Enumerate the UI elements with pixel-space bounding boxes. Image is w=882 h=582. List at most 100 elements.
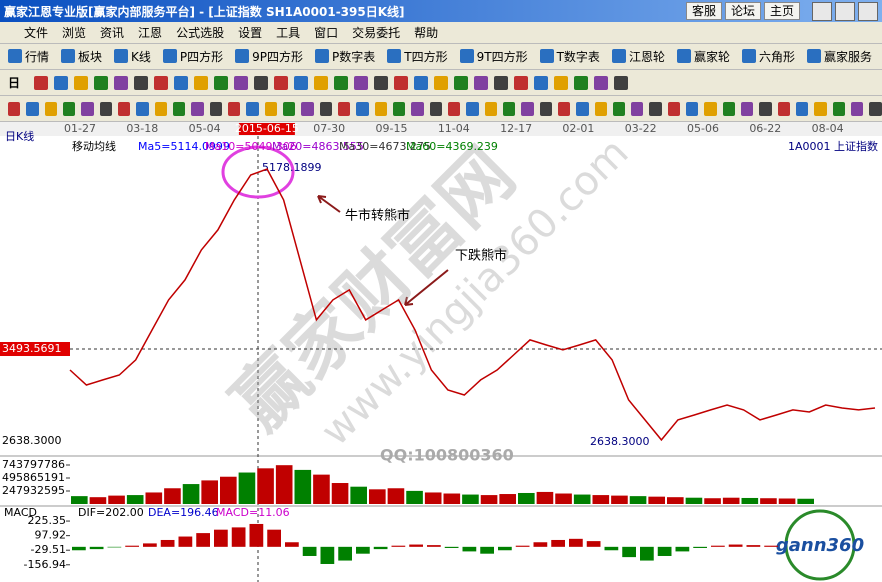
- tool-icon[interactable]: [319, 101, 332, 116]
- toolbar-button[interactable]: 9P四方形: [235, 48, 303, 65]
- tool-icon[interactable]: [777, 101, 791, 116]
- tool-icon[interactable]: [227, 101, 241, 116]
- tool-icon[interactable]: [172, 101, 186, 116]
- tool-icon[interactable]: [521, 101, 534, 116]
- tool-icon[interactable]: [81, 101, 94, 116]
- tool-icon[interactable]: [494, 75, 509, 90]
- toolbar-button[interactable]: P数字表: [315, 48, 375, 65]
- tool-icon[interactable]: [514, 75, 529, 90]
- tool-icon[interactable]: [534, 75, 549, 90]
- tool-icon[interactable]: [356, 101, 369, 116]
- tool-icon[interactable]: [246, 101, 259, 116]
- tool-icon[interactable]: [434, 75, 449, 90]
- tool-icon[interactable]: [334, 75, 349, 90]
- top-button[interactable]: 论坛: [724, 2, 761, 20]
- tool-icon[interactable]: [741, 101, 754, 116]
- tool-icon[interactable]: [612, 101, 626, 116]
- tool-icon[interactable]: [214, 75, 229, 90]
- tool-icon[interactable]: [667, 101, 681, 116]
- tool-icon[interactable]: [62, 101, 76, 116]
- menu-item[interactable]: 窗口: [314, 26, 339, 40]
- tool-icon[interactable]: [631, 101, 644, 116]
- tool-icon[interactable]: [274, 75, 289, 90]
- top-button[interactable]: 主页: [763, 2, 800, 20]
- tool-icon[interactable]: [254, 75, 269, 90]
- tool-icon[interactable]: [411, 101, 424, 116]
- tool-icon[interactable]: [282, 101, 296, 116]
- tool-icon[interactable]: [539, 101, 552, 116]
- tool-icon[interactable]: [354, 75, 369, 90]
- toolbar-button[interactable]: 9T四方形: [460, 48, 528, 65]
- tool-icon[interactable]: [26, 101, 39, 116]
- tool-icon[interactable]: [374, 101, 387, 116]
- close[interactable]: [858, 2, 878, 21]
- menu-item[interactable]: 公式选股: [176, 26, 225, 40]
- tool-icon[interactable]: [234, 75, 249, 90]
- tool-icon[interactable]: [466, 101, 479, 116]
- tool-icon[interactable]: [474, 75, 489, 90]
- tool-icon[interactable]: [594, 101, 607, 116]
- tool-icon[interactable]: [301, 101, 314, 116]
- tool-icon[interactable]: [722, 101, 736, 116]
- tool-icon[interactable]: [154, 75, 169, 90]
- tool-icon[interactable]: [134, 75, 149, 90]
- tool-icon[interactable]: [649, 101, 662, 116]
- toolbar-button[interactable]: 行情: [8, 48, 49, 65]
- menu-item[interactable]: 资讯: [100, 26, 125, 40]
- toolbar-button[interactable]: T数字表: [540, 48, 600, 65]
- tool-icon[interactable]: [554, 75, 569, 90]
- tool-icon[interactable]: [594, 75, 609, 90]
- tool-icon[interactable]: [414, 75, 429, 90]
- menu-item[interactable]: 帮助: [414, 26, 439, 40]
- period-button[interactable]: 日: [8, 76, 21, 90]
- tool-icon[interactable]: [54, 75, 69, 90]
- tool-icon[interactable]: [314, 75, 329, 90]
- tool-icon[interactable]: [34, 75, 49, 90]
- tool-icon[interactable]: [337, 101, 351, 116]
- menu-item[interactable]: 交易委托: [352, 26, 401, 40]
- toolbar-button[interactable]: 板块: [61, 48, 102, 65]
- toolbar-button[interactable]: T四方形: [387, 48, 447, 65]
- tool-icon[interactable]: [704, 101, 717, 116]
- toolbar-button[interactable]: 赢家轮: [677, 48, 730, 65]
- tool-icon[interactable]: [74, 75, 89, 90]
- tool-icon[interactable]: [814, 101, 827, 116]
- minimize[interactable]: [812, 2, 832, 21]
- tool-icon[interactable]: [209, 101, 222, 116]
- tool-icon[interactable]: [114, 75, 129, 90]
- menu-item[interactable]: 工具: [276, 26, 301, 40]
- tool-icon[interactable]: [154, 101, 167, 116]
- toolbar-button[interactable]: 赢家服务: [807, 48, 872, 65]
- tool-icon[interactable]: [264, 101, 277, 116]
- tool-icon[interactable]: [374, 75, 389, 90]
- tool-icon[interactable]: [454, 75, 469, 90]
- tool-icon[interactable]: [8, 101, 21, 116]
- tool-icon[interactable]: [294, 75, 309, 90]
- toolbar-button[interactable]: 江恩轮: [612, 48, 665, 65]
- tool-icon[interactable]: [174, 75, 189, 90]
- tool-icon[interactable]: [99, 101, 112, 116]
- tool-icon[interactable]: [44, 101, 57, 116]
- menu-item[interactable]: 设置: [238, 26, 263, 40]
- tool-icon[interactable]: [191, 101, 204, 116]
- tool-icon[interactable]: [796, 101, 809, 116]
- tool-icon[interactable]: [832, 101, 846, 116]
- tool-icon[interactable]: [447, 101, 461, 116]
- tool-icon[interactable]: [94, 75, 109, 90]
- tool-icon[interactable]: [117, 101, 131, 116]
- restore[interactable]: [835, 2, 855, 21]
- tool-icon[interactable]: [392, 101, 406, 116]
- menu-item[interactable]: 文件: [24, 26, 49, 40]
- tool-icon[interactable]: [576, 101, 589, 116]
- tool-icon[interactable]: [136, 101, 149, 116]
- menu-item[interactable]: 浏览: [62, 26, 87, 40]
- tool-icon[interactable]: [502, 101, 516, 116]
- tool-icon[interactable]: [686, 101, 699, 116]
- tool-icon[interactable]: [194, 75, 209, 90]
- toolbar-button[interactable]: K线: [114, 48, 151, 65]
- tool-icon[interactable]: [394, 75, 409, 90]
- tool-icon[interactable]: [484, 101, 497, 116]
- tool-icon[interactable]: [759, 101, 772, 116]
- menu-item[interactable]: 江恩: [138, 26, 163, 40]
- tool-icon[interactable]: [869, 101, 882, 116]
